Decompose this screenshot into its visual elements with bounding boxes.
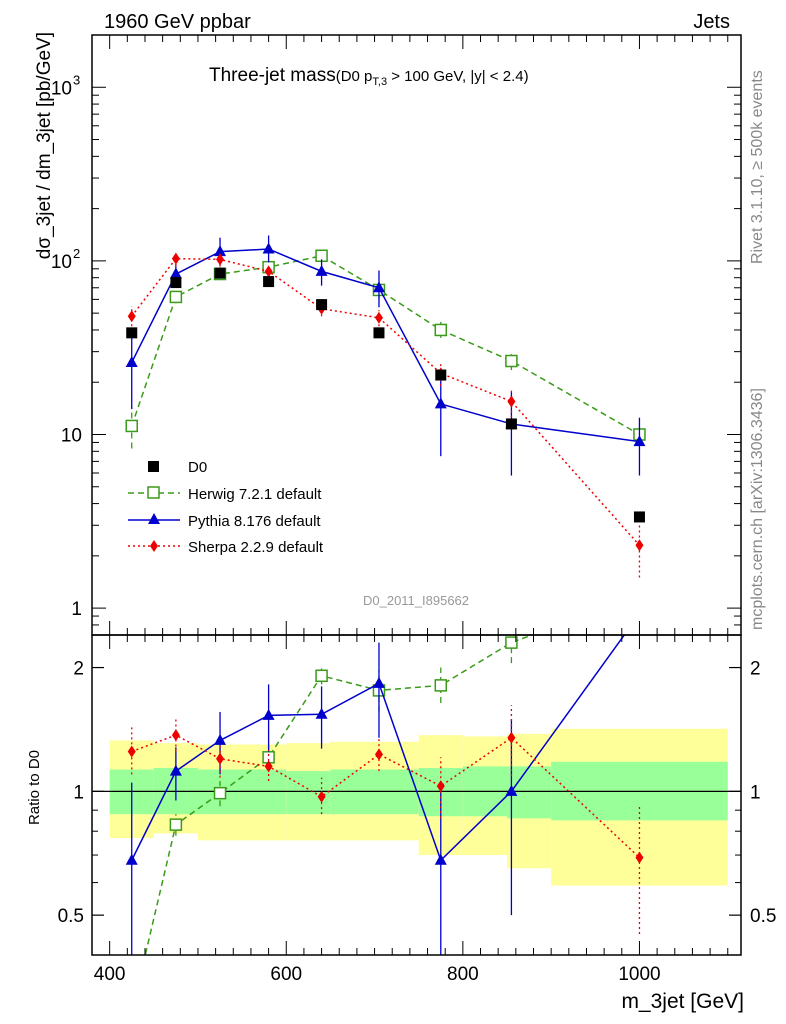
series-sherpa-point xyxy=(171,252,180,265)
legend: D0 Herwig 7.2.1 default Pythia 8.176 def… xyxy=(128,459,324,556)
main-title: Three-jet mass(D0 pT,3 > 100 GeV, |y| < … xyxy=(209,65,529,88)
header-left: 1960 GeV ppbar xyxy=(104,11,251,33)
ratio-series-sherpa-line xyxy=(131,734,640,859)
ratio-series-sherpa-point xyxy=(635,851,644,864)
ratio-series xyxy=(125,590,645,1018)
ratio-series-herwig-point xyxy=(169,818,183,831)
series-d0-point xyxy=(435,369,447,381)
header-right: Jets xyxy=(693,11,730,33)
legend-marker-d0 xyxy=(148,461,159,472)
ratio-series-herwig-point xyxy=(505,636,518,649)
legend-label-pythia: Pythia 8.176 default xyxy=(188,513,321,530)
ratio-series-sherpa-point xyxy=(216,752,225,765)
series-sherpa-point xyxy=(127,310,136,323)
main-y-tick-label: 10 xyxy=(61,425,82,446)
series-d0-point xyxy=(263,276,275,288)
series-herwig-point xyxy=(169,290,183,304)
ratio-series-pythia-point xyxy=(505,784,518,796)
main-y-tick-exponent: 2 xyxy=(73,246,80,261)
main-y-tick-label: 10 xyxy=(51,78,72,99)
side-mcplots-label: mcplots.cern.ch [arXiv:1306.3436] xyxy=(749,388,766,630)
series-d0-point xyxy=(373,327,385,339)
ratio-series-pythia-point xyxy=(125,853,138,865)
series-pythia-point xyxy=(372,281,385,293)
ratio-series-herwig-point xyxy=(126,1007,137,1018)
series-d0-point xyxy=(633,511,645,523)
ratio-series-herwig-point xyxy=(434,679,448,692)
legend-label-herwig: Herwig 7.2.1 default xyxy=(188,486,322,503)
legend-marker-herwig xyxy=(147,486,160,499)
ratio-y-axis-label: Ratio to D0 xyxy=(26,750,43,825)
ratio-series-sherpa-point xyxy=(127,745,136,758)
ratio-series-pythia-point xyxy=(434,853,447,865)
series-herwig-point xyxy=(505,354,518,368)
ratio-series-sherpa-point xyxy=(507,731,516,744)
series-pythia-point xyxy=(434,397,447,409)
ratio-series-pythia-point xyxy=(262,708,275,720)
ratio-series-pythia-point xyxy=(633,607,645,618)
main-y-axis-label: dσ_3jet / dm_3jet [pb/GeV] xyxy=(34,32,55,259)
legend-marker-pythia xyxy=(148,513,160,524)
ratio-series-pythia-point xyxy=(315,707,328,719)
series-pythia-point xyxy=(125,355,138,367)
series-pythia-point xyxy=(214,245,227,257)
ratio-series-sherpa-point xyxy=(317,790,326,803)
ratio-series-herwig-point xyxy=(213,786,227,800)
series-d0-point xyxy=(126,327,138,339)
ratio-y-tick-label: 1 xyxy=(73,782,84,803)
ratio-y-tick-label: 2 xyxy=(73,659,84,680)
legend-label-d0: D0 xyxy=(188,459,207,476)
main-y-tick-label: 1 xyxy=(71,599,82,620)
main-y-tick-exponent: 3 xyxy=(73,72,80,87)
ratio-series-pythia-point xyxy=(214,733,227,745)
x-tick-label: 1000 xyxy=(618,964,660,985)
series-sherpa-point xyxy=(635,539,644,552)
series-pythia-point xyxy=(262,242,275,254)
side-rivet-label: Rivet 3.1.10, ≥ 500k events xyxy=(749,70,766,264)
main-y-tick-label: 10 xyxy=(51,252,72,273)
series-sherpa-point xyxy=(216,253,225,266)
ratio-series-sherpa-point xyxy=(436,780,445,793)
ratio-y-tick-label: 0.5 xyxy=(58,906,84,927)
x-axis-label: m_3jet [GeV] xyxy=(621,990,744,1013)
x-tick-label: 600 xyxy=(270,964,302,985)
ratio-series-sherpa-point xyxy=(264,760,273,773)
watermark: D0_2011_I895662 xyxy=(363,593,469,608)
ratio-series-sherpa-point xyxy=(374,748,383,761)
series-sherpa-point xyxy=(264,265,273,278)
series-pythia-point xyxy=(169,267,182,279)
legend-marker-sherpa xyxy=(150,540,158,552)
series-sherpa-point xyxy=(374,311,383,324)
x-tick-label: 800 xyxy=(447,964,479,985)
series-d0-point xyxy=(170,277,182,289)
main-series xyxy=(125,235,646,578)
series-herwig-point xyxy=(434,323,448,337)
series-pythia-line xyxy=(131,248,640,443)
x-tick-label: 400 xyxy=(94,964,126,985)
series-herwig-point xyxy=(125,419,138,433)
series-d0-point xyxy=(505,418,517,430)
ratio-y-tick-label-right: 0.5 xyxy=(750,906,776,927)
series-d0-point xyxy=(214,267,226,279)
ratio-series-pythia-point xyxy=(372,676,385,688)
series-pythia-point xyxy=(315,264,328,276)
band-green-segment xyxy=(286,771,331,815)
ratio-series-sherpa-point xyxy=(171,729,180,742)
main-frame xyxy=(91,34,742,636)
ratio-y-tick-label-right: 1 xyxy=(750,782,761,803)
ratio-y-tick-label-right: 2 xyxy=(750,659,761,680)
series-sherpa-point xyxy=(507,395,516,408)
series-herwig-line xyxy=(131,254,640,436)
series-d0-point xyxy=(316,299,328,311)
ratio-series-pythia-point xyxy=(169,764,182,776)
ratio-panel: 0.5 0.5 1 1 2 2 400 600 800 1000 xyxy=(58,35,776,1018)
ratio-series-herwig-point xyxy=(634,590,645,601)
series-pythia-point xyxy=(633,435,646,447)
ratio-series-herwig-point xyxy=(315,669,328,683)
legend-label-sherpa: Sherpa 2.2.9 default xyxy=(188,539,324,556)
